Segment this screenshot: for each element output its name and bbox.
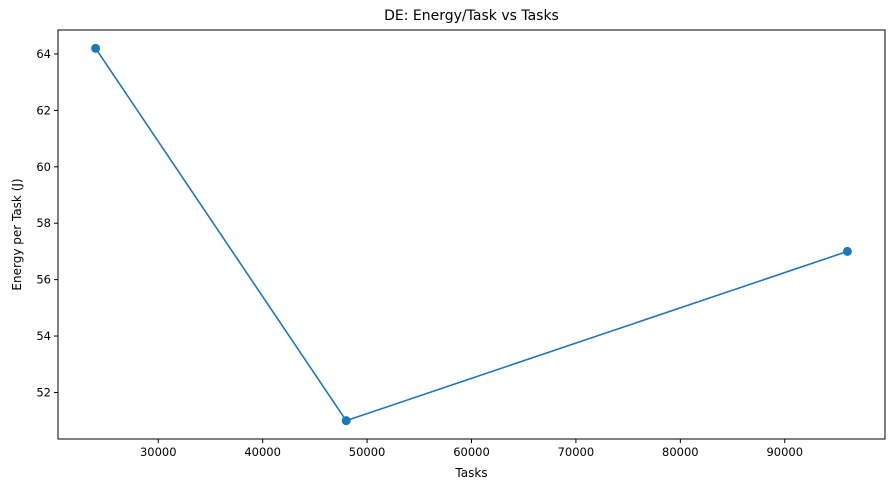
x-tick-label: 90000 xyxy=(766,445,803,459)
x-tick-label: 50000 xyxy=(349,445,386,459)
x-axis: 30000 40000 50000 60000 70000 80000 90000 xyxy=(140,439,803,459)
y-tick-label: 64 xyxy=(36,47,51,61)
y-axis-label: Energy per Task (J) xyxy=(10,178,24,290)
x-axis-label: Tasks xyxy=(454,466,487,480)
y-tick-label: 62 xyxy=(36,103,51,117)
x-tick-label: 40000 xyxy=(244,445,281,459)
x-tick-label: 60000 xyxy=(453,445,490,459)
x-tick-label: 30000 xyxy=(140,445,177,459)
y-tick-label: 54 xyxy=(36,329,51,343)
series-layer xyxy=(91,43,852,426)
y-tick-label: 58 xyxy=(36,216,51,230)
series-line xyxy=(94,47,848,422)
x-tick-label: 80000 xyxy=(662,445,699,459)
x-tick-label: 70000 xyxy=(558,445,595,459)
chart-title: DE: Energy/Task vs Tasks xyxy=(384,8,559,24)
y-tick-label: 52 xyxy=(36,385,51,399)
y-tick-label: 60 xyxy=(36,160,51,174)
y-tick-label: 56 xyxy=(36,273,51,287)
data-point xyxy=(91,43,101,53)
data-point xyxy=(842,246,852,256)
y-axis: 52 54 56 58 60 62 64 xyxy=(36,47,58,399)
data-point xyxy=(341,416,351,426)
